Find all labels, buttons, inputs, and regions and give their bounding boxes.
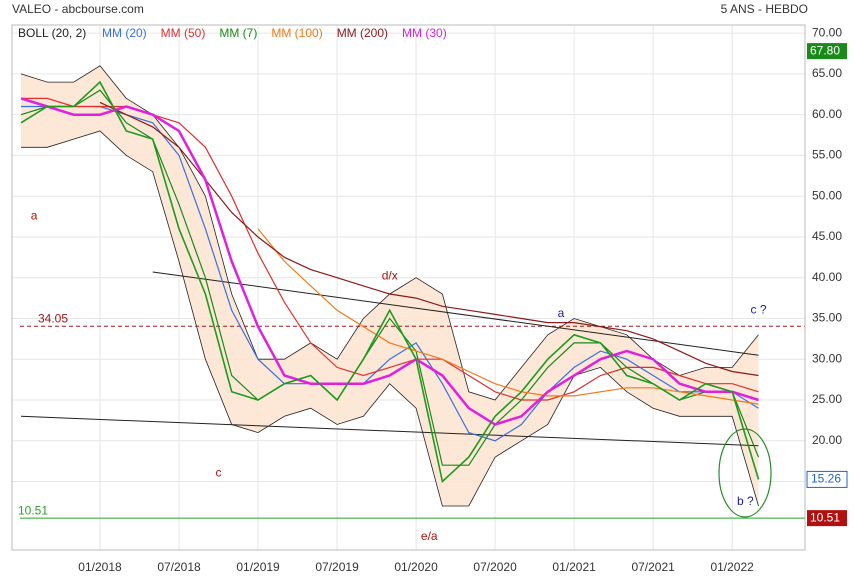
axis-layer: 15.0020.0025.0030.0035.0040.0045.0050.00… — [78, 25, 848, 574]
price-box — [806, 470, 848, 488]
level-box-label: 10.51 — [810, 510, 840, 524]
legend-entry: BOLL (20, 2) — [18, 26, 86, 40]
y-tick-label: 20.00 — [812, 433, 842, 447]
annotation: c — [216, 466, 222, 480]
plot-frame — [11, 24, 806, 551]
x-tick-label: 07/2018 — [157, 560, 201, 574]
chart-title: VALEO - abcbourse.com — [12, 2, 144, 16]
legend-entry: MM (50) — [161, 26, 206, 40]
level-label: 10.51 — [18, 503, 48, 517]
highlight-ellipse — [718, 428, 772, 518]
band-fill — [21, 65, 759, 507]
y-tick-label: 60.00 — [812, 107, 842, 121]
moving-average — [20, 89, 760, 466]
legend-entry: MM (100) — [271, 26, 322, 40]
x-tick-label: 01/2019 — [236, 560, 280, 574]
annotation: c ? — [750, 302, 766, 316]
y-tick-label: 70.00 — [812, 25, 842, 39]
legend-entry: MM (7) — [219, 26, 257, 40]
annotation: a — [558, 306, 565, 320]
y-tick-label: 45.00 — [812, 229, 842, 243]
y-tick-label: 25.00 — [812, 392, 842, 406]
annotation: b ? — [737, 494, 754, 508]
trendline — [20, 415, 759, 447]
x-tick-label: 01/2022 — [710, 560, 754, 574]
level-label: 34.05 — [38, 311, 68, 325]
band-lower — [21, 130, 759, 507]
moving-average — [99, 101, 759, 377]
x-tick-label: 07/2020 — [473, 560, 517, 574]
y-tick-label: 35.00 — [812, 311, 842, 325]
moving-average — [20, 97, 759, 426]
y-tick-label: 40.00 — [812, 270, 842, 284]
y-tick-label: 55.00 — [812, 148, 842, 162]
legend: BOLL (20, 2) MM (20) MM (50) MM (7) MM (100)… — [18, 26, 447, 40]
level-box — [807, 510, 847, 527]
x-tick-label: 07/2021 — [631, 560, 675, 574]
legend-entry: MM (20) — [102, 26, 147, 40]
x-tick-label: 01/2020 — [394, 560, 438, 574]
plot-layer: 34.05 10.51 a c d/x e/a a c ? b ? — [18, 65, 805, 543]
annotation: a — [31, 209, 38, 223]
y-tick-label: 30.00 — [812, 351, 842, 365]
y-tick-label: 50.00 — [812, 188, 842, 202]
chart-subtitle: 5 ANS - HEBDO — [721, 2, 808, 16]
annotation: e/a — [421, 529, 438, 543]
marker-label: 67.80 — [810, 43, 840, 57]
y-tick-label: 65.00 — [812, 66, 842, 80]
moving-average — [21, 105, 759, 442]
annotation: d/x — [382, 268, 398, 282]
x-tick-label: 07/2019 — [315, 560, 359, 574]
legend-entry: MM (30) — [402, 26, 447, 40]
price-box-label: 15.26 — [811, 472, 841, 486]
x-tick-label: 01/2018 — [78, 560, 122, 574]
moving-average — [257, 228, 759, 405]
legend-entry: MM (200) — [337, 26, 388, 40]
x-tick-label: 01/2021 — [552, 560, 596, 574]
marker-box — [807, 43, 847, 60]
price-line — [20, 80, 760, 484]
